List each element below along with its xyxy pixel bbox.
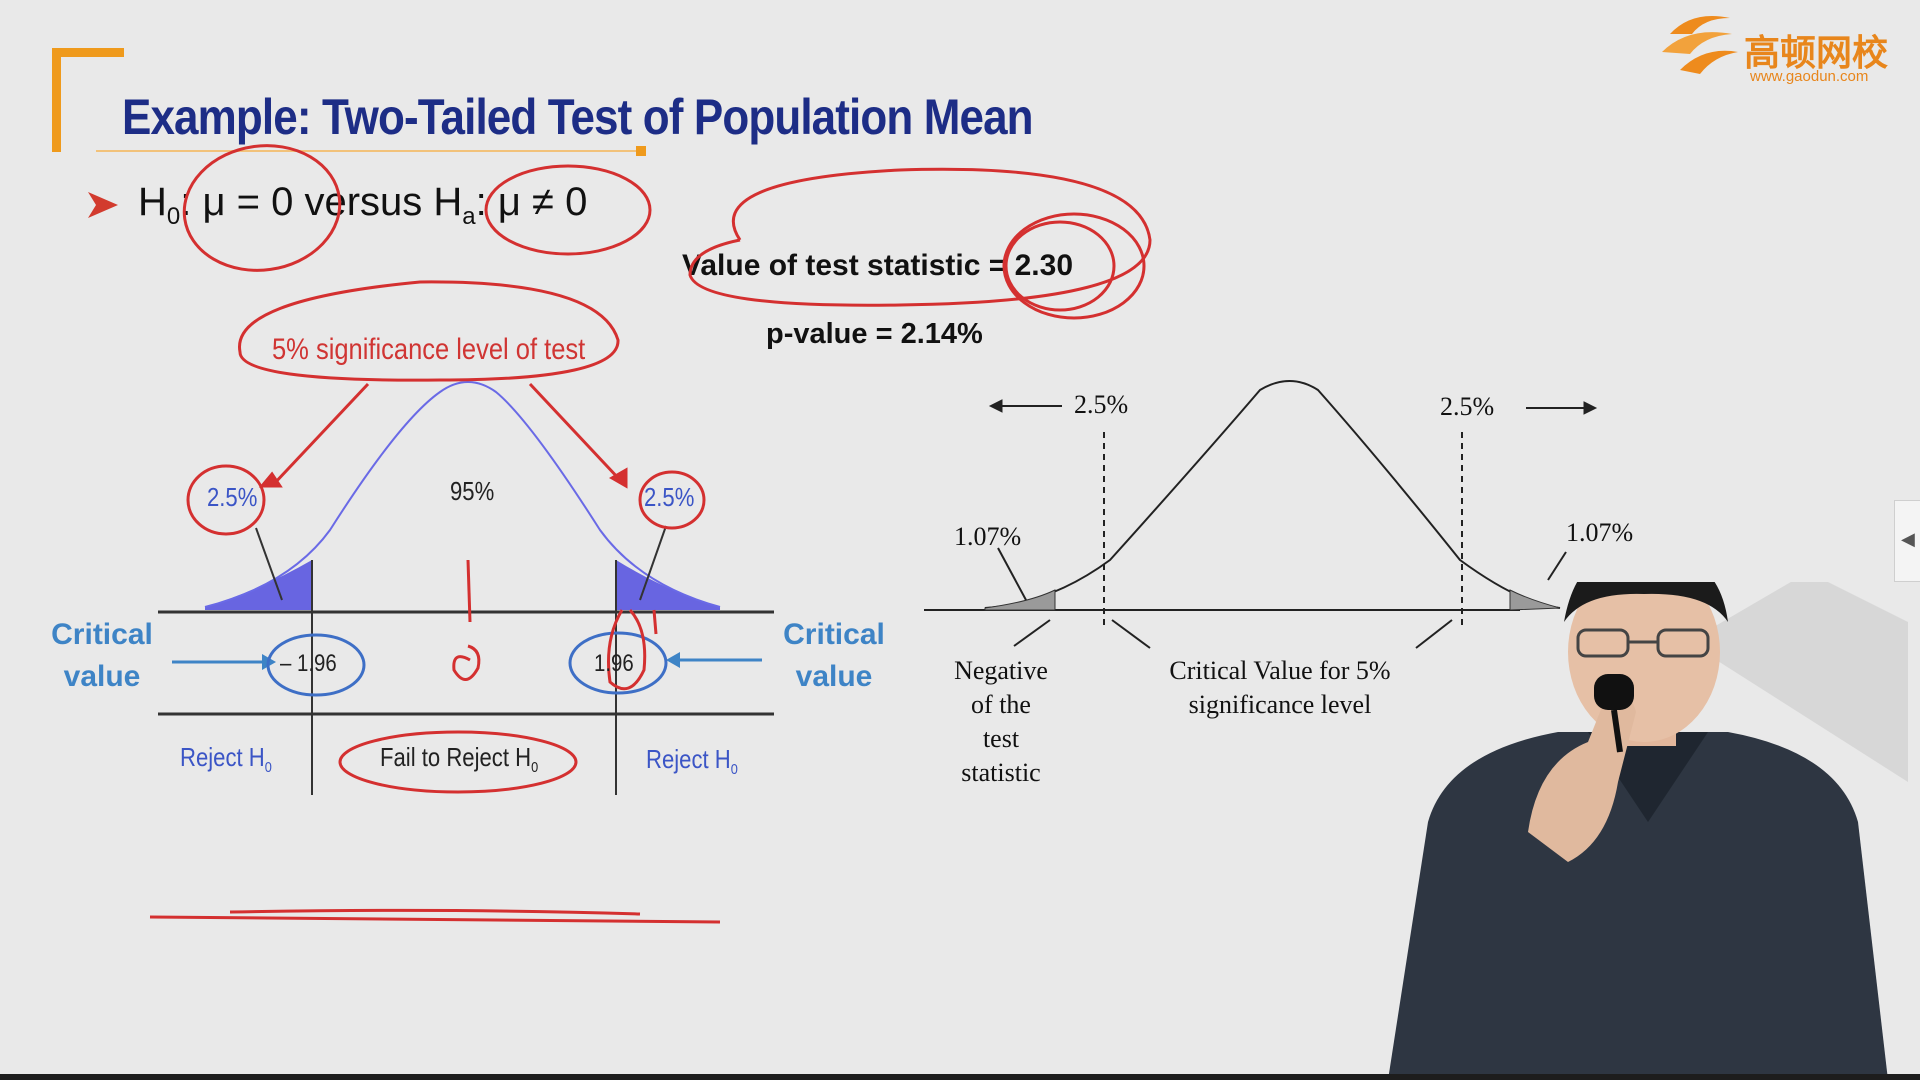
hypothesis-h0-letter: H	[138, 180, 167, 224]
hypothesis-middle: : μ = 0 versus H	[180, 180, 463, 224]
significance-level-label: 5% significance level of test	[272, 333, 586, 366]
right-normal-diagram	[924, 380, 1598, 649]
left-bell-curve	[204, 381, 721, 608]
side-panel-toggle[interactable]: ◀	[1894, 500, 1920, 582]
logo-url: www.gaodun.com	[1750, 68, 1869, 85]
fail-to-reject-region: Fail to Reject H0	[380, 742, 539, 777]
hypothesis-statement: H0: μ = 0 versus Ha: μ ≠ 0	[138, 180, 587, 231]
left-tail-percent: 2.5%	[207, 482, 258, 512]
right-left-tail-percent: 2.5%	[1074, 390, 1129, 419]
right-left-tail-shade	[984, 589, 1056, 611]
reject-region-left: Reject H0	[180, 742, 272, 777]
right-right-area: 1.07%	[1566, 518, 1634, 547]
hypothesis-end: : μ ≠ 0	[475, 180, 588, 224]
frame-bottom-bar	[0, 1074, 1920, 1080]
bullet-arrow-icon	[88, 192, 118, 218]
logo-name: 高顿网校	[1744, 32, 1889, 73]
center-area-percent: 95%	[450, 476, 495, 506]
left-tail-shade	[205, 560, 312, 610]
right-right-tail-shade	[1509, 589, 1561, 611]
right-left-area: 1.07%	[954, 522, 1022, 551]
slide-title: Example: Two-Tailed Test of Population M…	[122, 89, 1034, 145]
p-value: p-value = 2.14%	[766, 318, 983, 350]
title-bracket-horizontal	[52, 48, 124, 57]
right-bell-curve	[984, 380, 1561, 609]
critical-value-5pct-label: Critical Value for 5% significance level	[1169, 656, 1391, 719]
reject-region-right: Reject H0	[646, 744, 738, 779]
chevron-left-icon: ◀	[1901, 529, 1915, 549]
presenter-video	[1388, 582, 1908, 1080]
right-right-tail-percent: 2.5%	[1440, 392, 1495, 421]
hypothesis-ha-sub: a	[462, 203, 476, 230]
title-underline	[96, 150, 642, 152]
gaodun-logo-icon	[1662, 16, 1738, 74]
negative-test-statistic-label: Negative of the test statistic	[954, 656, 1048, 787]
title-bracket-vertical	[52, 48, 61, 152]
critical-value-label-left: Critical value	[51, 618, 153, 693]
critical-value-positive: 1.96	[594, 650, 634, 677]
title-underline-dot	[636, 146, 646, 156]
left-normal-diagram	[158, 381, 774, 795]
red-annotations	[149, 144, 1152, 924]
critical-value-negative: – 1.96	[280, 650, 337, 677]
right-tail-shade	[616, 560, 720, 610]
critical-value-label-right: Critical value	[783, 618, 885, 693]
hypothesis-h0-sub: 0	[166, 203, 181, 230]
right-tail-percent: 2.5%	[644, 482, 695, 512]
